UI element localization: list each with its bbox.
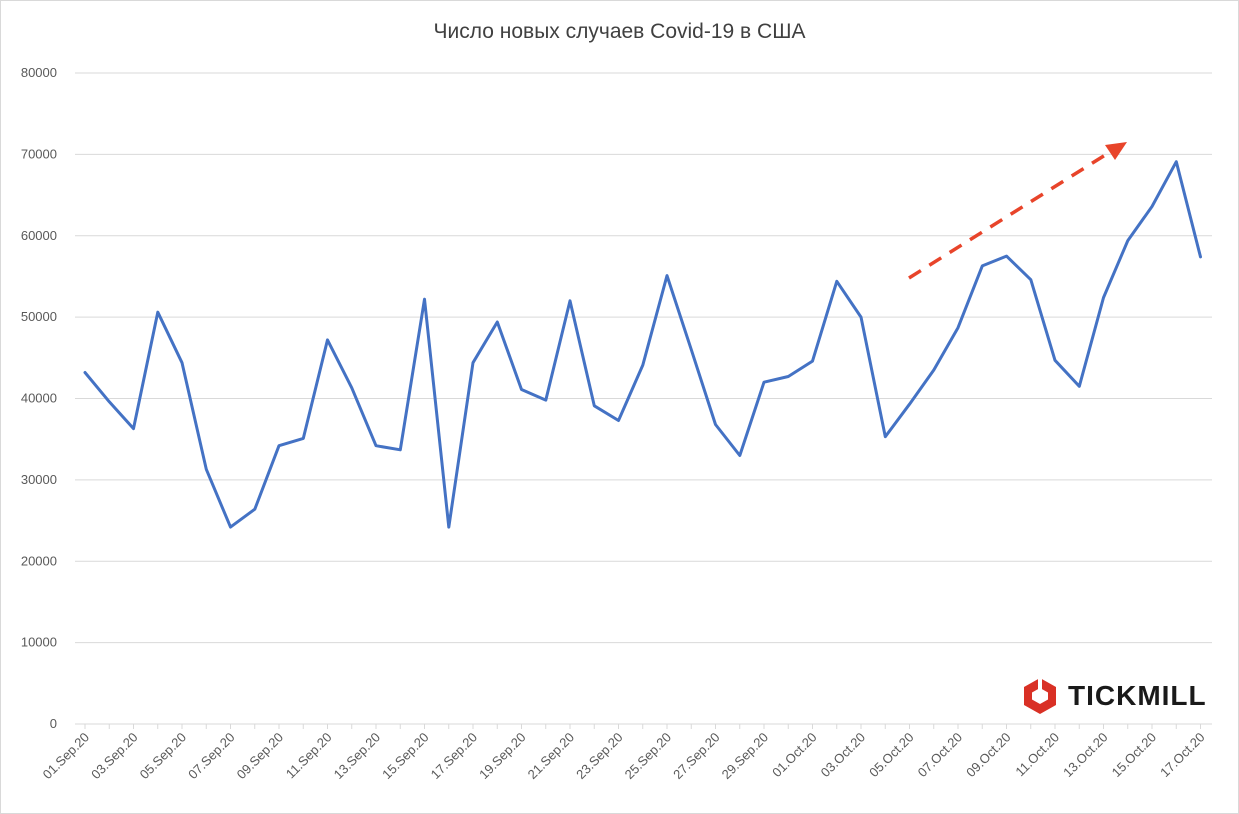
x-tick-label: 17.Oct.20 xyxy=(1157,730,1207,780)
x-axis-ticks: 01.Sep.2003.Sep.2005.Sep.2007.Sep.2009.S… xyxy=(40,724,1208,782)
y-tick-label: 80000 xyxy=(21,65,57,80)
y-axis-ticks: 0 10000 20000 30000 40000 50000 60000 70000 8000… xyxy=(21,65,57,731)
series-group xyxy=(83,160,1202,529)
y-tick-label: 70000 xyxy=(21,146,57,161)
x-tick-label: 01.Oct.20 xyxy=(769,730,819,780)
x-tick-label: 03.Sep.20 xyxy=(88,730,141,783)
x-tick-label: 11.Sep.20 xyxy=(283,730,335,782)
x-tick-label: 09.Sep.20 xyxy=(234,730,287,783)
tickmill-logo: TICKMILL xyxy=(1020,674,1225,718)
x-tick-label: 01.Sep.20 xyxy=(40,730,93,783)
x-tick-label: 07.Sep.20 xyxy=(185,730,238,783)
x-tick-label: 13.Oct.20 xyxy=(1060,730,1110,780)
gridlines xyxy=(75,72,1212,725)
y-tick-label: 10000 xyxy=(21,635,57,650)
x-tick-label: 05.Oct.20 xyxy=(866,730,916,780)
y-tick-label: 40000 xyxy=(21,391,57,406)
x-tick-label: 25.Sep.20 xyxy=(622,730,675,783)
x-tick-label: 21.Sep.20 xyxy=(525,730,578,783)
x-tick-label: 07.Oct.20 xyxy=(915,730,965,780)
y-tick-label: 20000 xyxy=(21,553,57,568)
y-tick-label: 30000 xyxy=(21,472,57,487)
chart-title: Число новых случаев Covid-19 в США xyxy=(433,20,806,43)
x-tick-label: 15.Oct.20 xyxy=(1109,730,1159,780)
y-tick-label: 0 xyxy=(50,716,57,731)
x-tick-label: 03.Oct.20 xyxy=(818,730,868,780)
x-tick-label: 11.Oct.20 xyxy=(1012,730,1062,780)
x-tick-label: 23.Sep.20 xyxy=(573,730,626,783)
x-tick-label: 05.Sep.20 xyxy=(137,730,190,783)
tickmill-logo-text: TICKMILL xyxy=(1068,680,1207,711)
trend-arrow xyxy=(908,142,1127,280)
series-line xyxy=(83,160,1202,529)
y-tick-label: 50000 xyxy=(21,309,57,324)
y-tick-label: 60000 xyxy=(21,228,57,243)
tickmill-logo-icon xyxy=(1024,678,1056,714)
x-tick-label: 27.Sep.20 xyxy=(670,730,723,783)
x-tick-label: 17.Sep.20 xyxy=(428,730,481,783)
trend-arrow-line xyxy=(908,150,1111,280)
x-tick-label: 15.Sep.20 xyxy=(379,730,432,783)
trend-arrow-head xyxy=(1105,142,1127,160)
x-tick-label: 13.Sep.20 xyxy=(331,730,384,783)
x-tick-label: 29.Sep.20 xyxy=(719,730,772,783)
x-tick-label: 19.Sep.20 xyxy=(476,730,529,783)
x-tick-label: 09.Oct.20 xyxy=(963,730,1013,780)
